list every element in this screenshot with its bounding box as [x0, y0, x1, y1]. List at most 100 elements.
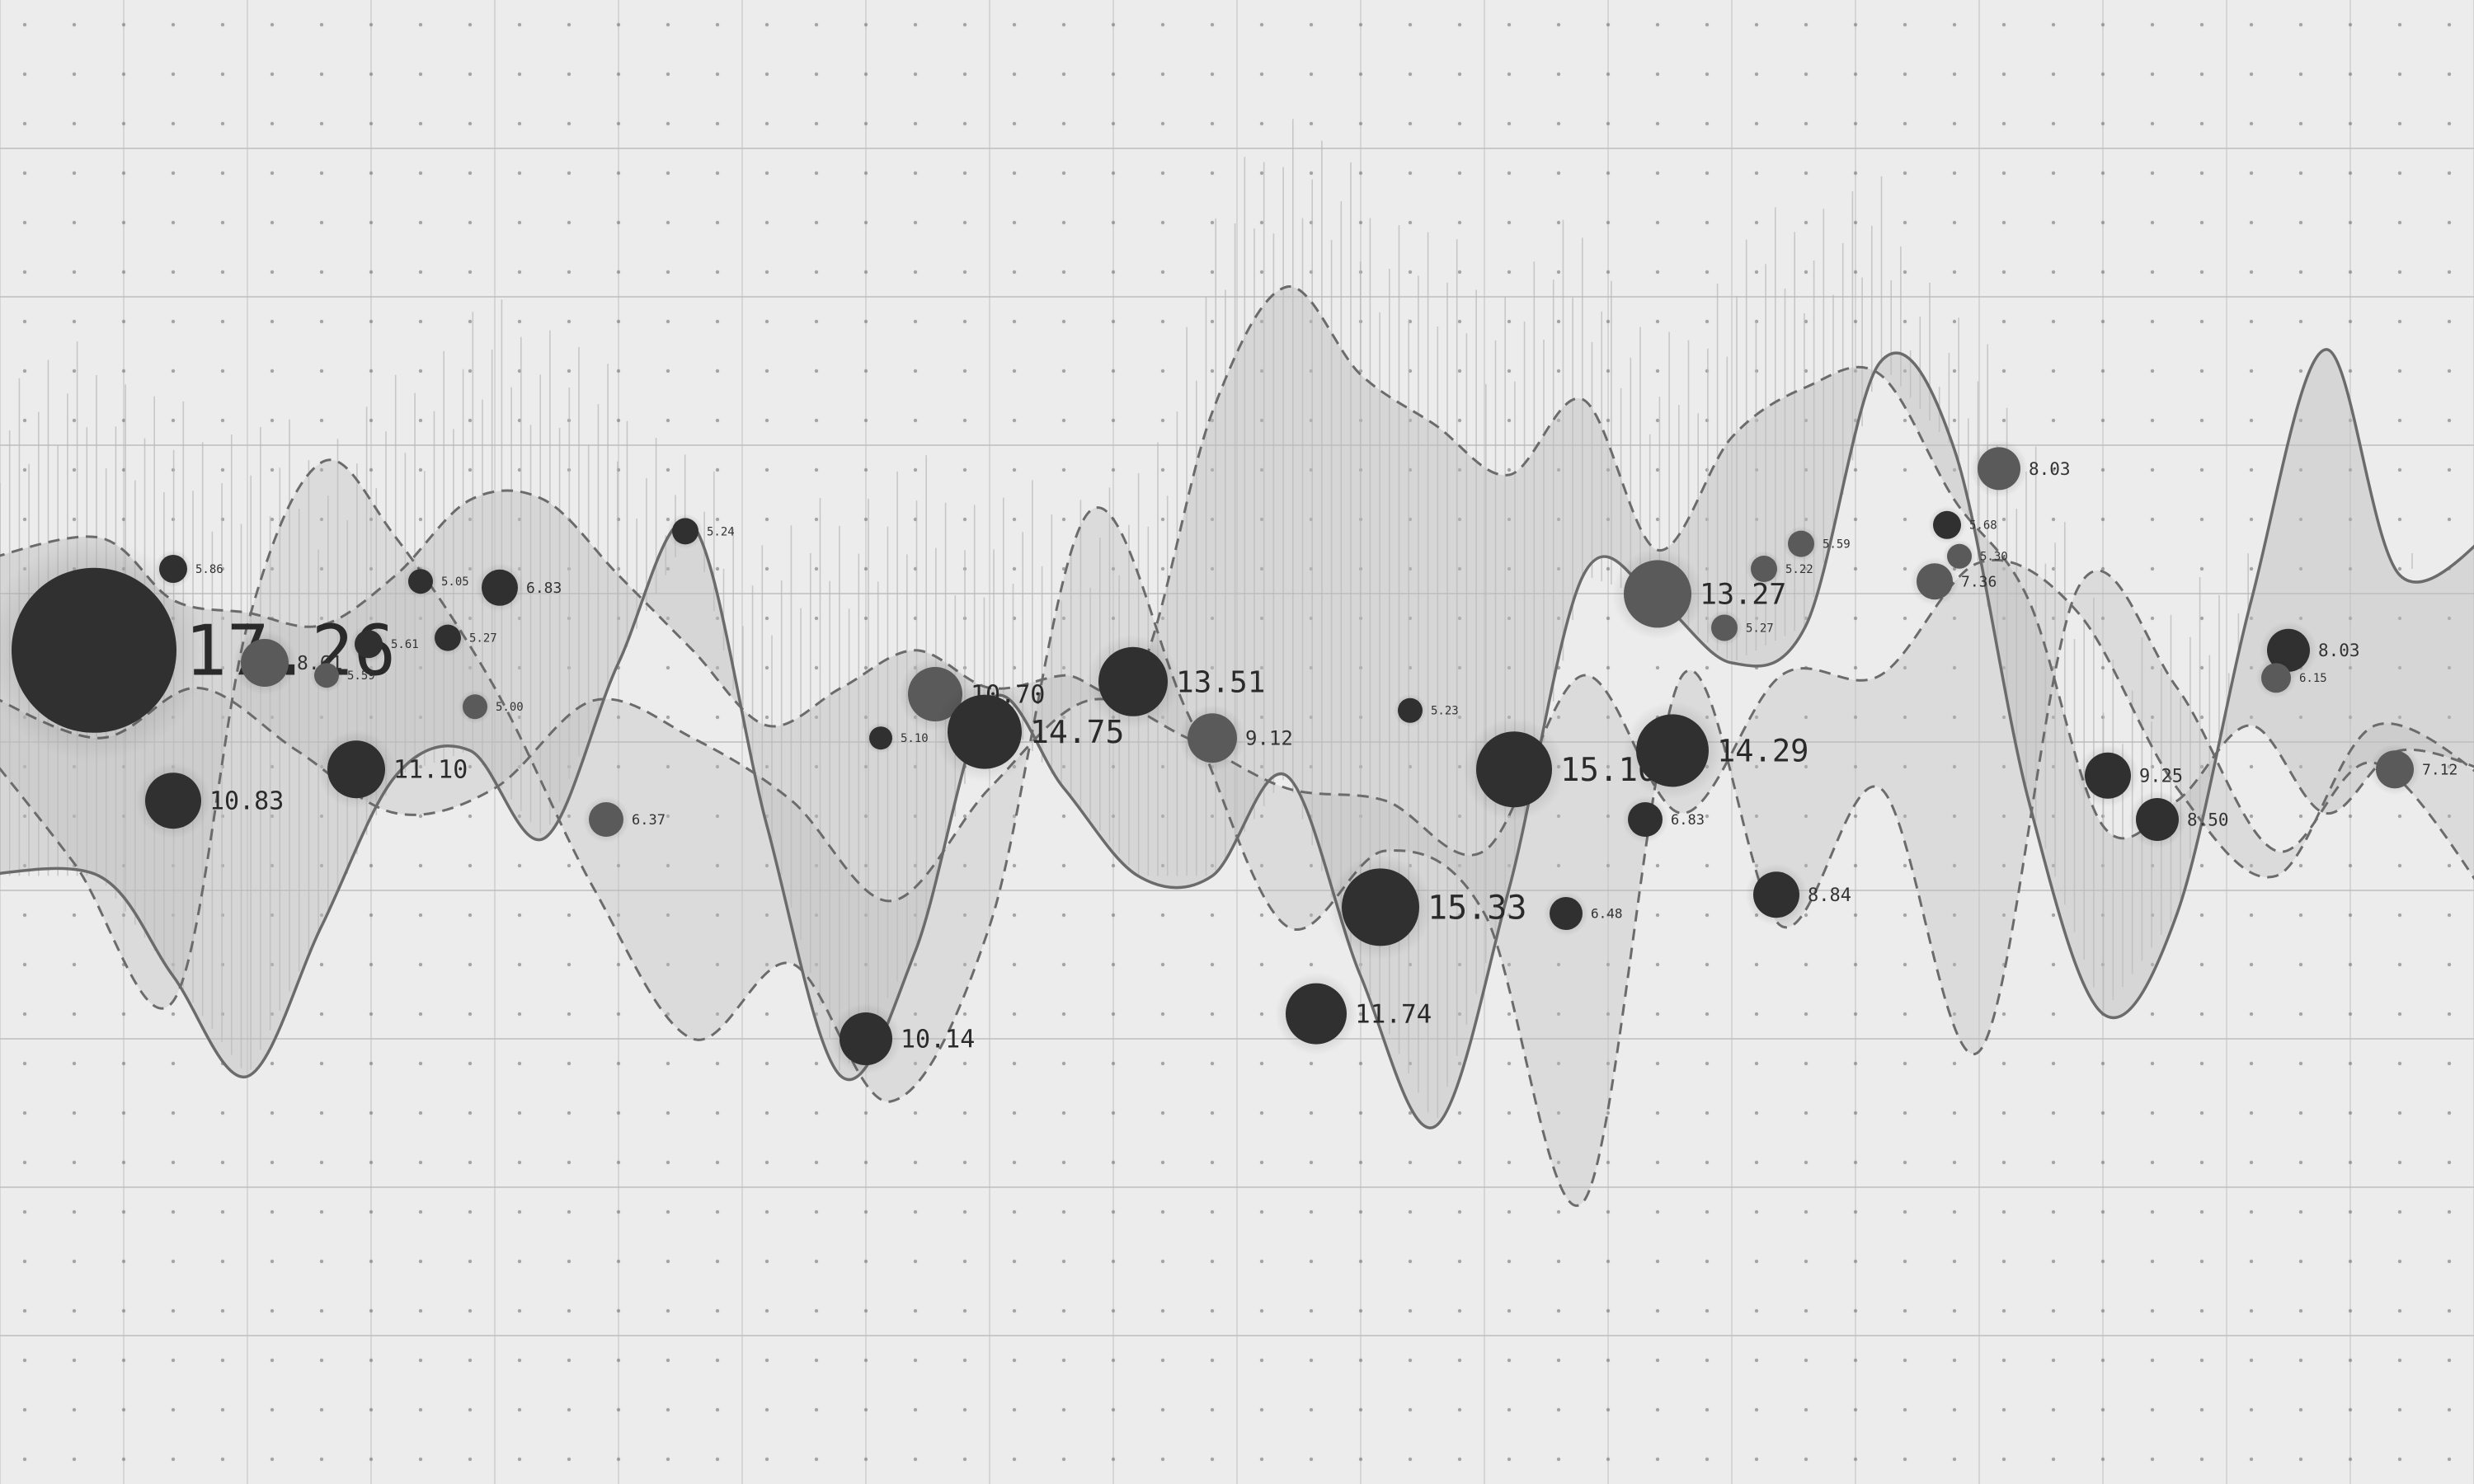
bubble-point: 5.30 [1942, 539, 2008, 574]
bubble-label: 10.14 [901, 1026, 975, 1054]
bubble-label: 5.27 [469, 632, 497, 646]
bubble-label: 11.10 [393, 756, 468, 785]
bubble-label: 5.22 [1785, 563, 1813, 576]
bubble-mark [840, 1012, 892, 1065]
bubble-mark [1947, 543, 1972, 569]
bubble-mark [1398, 697, 1423, 723]
bubble-label: 5.30 [1980, 551, 2008, 564]
series-line-3 [0, 458, 2474, 1207]
bubble-mark [145, 773, 201, 829]
bubble-mark [482, 569, 518, 606]
bubble-point: 5.59 [309, 658, 375, 693]
bubble-mark [1933, 510, 1961, 539]
bubble-point: 5.27 [1706, 609, 1774, 646]
bubble-point: 5.68 [1928, 505, 1997, 544]
bubble-point: 5.59 [1783, 526, 1851, 562]
bubble-point: 13.51 [1086, 635, 1265, 729]
bubble-point: 17.26 [0, 538, 396, 762]
bubble-label: 5.05 [441, 575, 469, 589]
bubble-mark [1753, 871, 1799, 918]
bubble-label: 8.03 [2029, 459, 2071, 479]
bubble-mark [1188, 713, 1237, 763]
bubble-point: 7.36 [1910, 556, 1997, 606]
bubble-point: 9.25 [2077, 744, 2183, 807]
bubble-point: 7.12 [2368, 744, 2458, 796]
bubble-label: 5.86 [195, 563, 223, 576]
bubble-mark [1628, 802, 1663, 837]
bubble-label: 6.83 [526, 580, 562, 597]
bubble-point: 14.29 [1623, 702, 1808, 800]
bubble-mark [463, 694, 487, 720]
bubble-label: 6.15 [2299, 672, 2327, 685]
bubble-label: 5.10 [901, 732, 929, 745]
bubble-point: 5.00 [458, 689, 524, 724]
bubble-point: 8.50 [2128, 790, 2229, 849]
bubble-point: 6.48 [1544, 891, 1623, 936]
bubble-label: 14.29 [1717, 733, 1808, 768]
bubble-mark [314, 663, 339, 688]
bubble-label: 5.27 [1746, 622, 1774, 635]
bubble-mark [159, 555, 187, 583]
bubble-mark [2376, 750, 2414, 789]
bubble-mark [1098, 646, 1168, 716]
bubble-point: 14.75 [934, 681, 1124, 782]
bubble-point: 15.33 [1328, 854, 1526, 960]
bubble-point: 8.61 [232, 630, 342, 696]
bubble-point: 11.74 [1275, 972, 1432, 1055]
bubble-mark [408, 569, 433, 594]
bubble-point: 10.83 [135, 763, 284, 839]
bubble-point: 6.37 [582, 796, 666, 843]
bubble-mark [241, 639, 289, 687]
bubble-label: 8.84 [1808, 885, 1851, 906]
bubble-point: 5.86 [154, 550, 223, 588]
series-band-inner [0, 460, 2474, 1205]
bubble-mark [12, 567, 176, 733]
bubble-mark [327, 740, 385, 799]
bubble-point: 5.10 [865, 722, 929, 754]
bubble-mark [589, 802, 623, 837]
bubble-label: 9.25 [2139, 767, 2183, 787]
bubble-point: 8.84 [1745, 863, 1851, 926]
bubble-point: 10.14 [830, 1003, 975, 1075]
bubble-label: 11.74 [1355, 999, 1432, 1029]
bubble-label: 5.24 [707, 525, 735, 538]
series-lines [0, 285, 2474, 1207]
bubble-label: 5.61 [391, 638, 419, 651]
bubble-points: 17.26 10.83 11.10 8.61 6.83 5.86 5.24 6.37 10.14… [0, 439, 2458, 1075]
bubble-label: 13.51 [1176, 665, 1265, 699]
bubble-point: 5.61 [350, 625, 419, 664]
bubble-point: 11.10 [317, 730, 468, 809]
bubble-mark [672, 518, 698, 545]
bubble-mark [1636, 714, 1709, 787]
bubble-mark [1978, 447, 2020, 491]
bubble-label: 6.37 [632, 812, 666, 829]
bubble-label: 10.83 [209, 787, 284, 816]
bubble-mark [869, 726, 892, 750]
bubble-mark [948, 694, 1022, 769]
bubble-label: 7.36 [1961, 574, 1997, 591]
bubble-mark [1550, 897, 1583, 930]
bubble-label: 8.50 [2187, 810, 2229, 829]
bubble-point: 5.22 [1746, 551, 1813, 587]
bubble-label: 9.12 [1245, 727, 1293, 750]
bubble-point: 5.27 [430, 620, 497, 656]
bubble-label: 7.12 [2422, 762, 2458, 779]
bubble-mark [1286, 983, 1347, 1045]
bubble-mark [1751, 556, 1777, 582]
bubble-point: 9.12 [1178, 704, 1293, 772]
bubble-mark [1476, 731, 1552, 808]
series-line-1 [0, 348, 2474, 1129]
bubble-label: 5.23 [1431, 705, 1459, 718]
bubble-mark [435, 624, 461, 651]
bubble-point: 8.03 [1969, 439, 2071, 498]
bubble-point: 13.27 [1611, 548, 1786, 640]
bubble-label: 5.59 [347, 669, 375, 683]
bubble-label: 6.48 [1591, 906, 1623, 922]
bubble-point: 6.83 [475, 563, 562, 613]
series-bands [0, 286, 2474, 1205]
series-line-2 [0, 285, 2474, 840]
bubble-mark [355, 630, 383, 659]
bubble-mark [1711, 614, 1738, 641]
bubble-mark [2261, 663, 2291, 693]
